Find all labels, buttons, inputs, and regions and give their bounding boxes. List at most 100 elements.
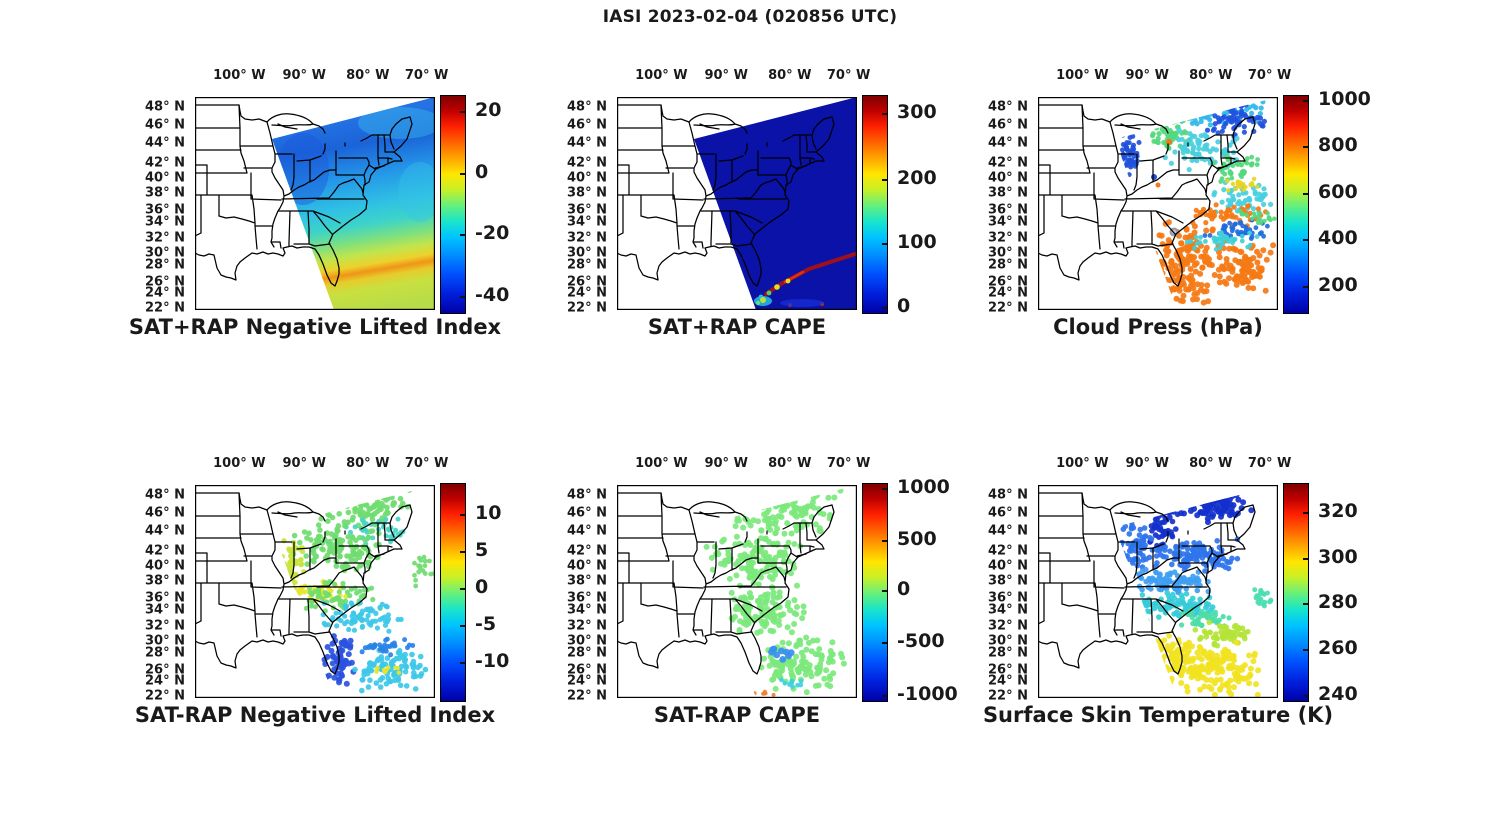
x-tick-label: 100° W [635, 68, 688, 83]
panel-cloud-press: 100° W 90° W 80° W 70° W 48° N 46° N 44° N 42°… [978, 60, 1378, 360]
y-tick-label: 36° N [988, 590, 1028, 606]
y-tick-label: 48° N [145, 99, 185, 115]
y-tick-label: 32° N [988, 230, 1028, 246]
x-axis-labels: 100° W 90° W 80° W 70° W [1038, 68, 1291, 86]
y-tick-label: 48° N [567, 487, 607, 503]
y-tick-label: 40° N [145, 558, 185, 574]
y-tick-label: 40° N [988, 558, 1028, 574]
panel-title: SAT-RAP CAPE [653, 703, 821, 727]
colorbar-tick-label: 500 [897, 528, 937, 551]
x-tick-label: 100° W [1056, 68, 1109, 83]
colorbar-tick-mark [460, 111, 465, 114]
y-tick-label: 42° N [567, 155, 607, 171]
map-plot [195, 97, 435, 310]
y-tick-label: 32° N [567, 618, 607, 634]
colorbar-tick-mark [460, 514, 465, 517]
y-tick-label: 42° N [567, 543, 607, 559]
y-axis-labels: 48° N 46° N 44° N 42° N 40° N 38° N 36° N 34° N… [135, 97, 187, 316]
y-tick-label: 36° N [145, 202, 185, 218]
colorbar-tick-label: 200 [1318, 273, 1358, 296]
panel-title: Surface Skin Temperature (K) [982, 703, 1334, 727]
colorbar-tick-mark [882, 488, 887, 491]
y-axis-labels: 48° N 46° N 44° N 42° N 40° N 38° N 36° N 34° N… [557, 97, 609, 316]
y-tick-label: 26° N [988, 662, 1028, 678]
y-tick-label: 46° N [145, 117, 185, 133]
y-tick-label: 36° N [567, 202, 607, 218]
x-tick-label: 80° W [346, 68, 390, 83]
y-tick-label: 36° N [988, 202, 1028, 218]
y-tick-label: 46° N [145, 505, 185, 521]
colorbar-tick-label: 300 [897, 101, 937, 124]
colorbar-tick-mark [882, 306, 887, 309]
y-tick-label: 40° N [988, 170, 1028, 186]
colorbar-tick-label: 5 [475, 539, 489, 562]
y-tick-label: 44° N [145, 523, 185, 539]
colorbar-tick-label: 100 [897, 230, 937, 253]
y-tick-label: 40° N [567, 170, 607, 186]
panel-sat-plus-rap-nli: 100° W 90° W 80° W 70° W 48° N 46° N 44° N 42°… [129, 60, 535, 360]
colorbar [1283, 483, 1309, 702]
x-tick-label: 100° W [1056, 456, 1109, 471]
panel-sat-minus-rap-nli: 100° W 90° W 80° W 70° W 48° N 46° N 44° N 42°… [135, 448, 535, 748]
y-tick-label: 44° N [145, 135, 185, 151]
y-tick-label: 32° N [988, 618, 1028, 634]
map-svg [1038, 485, 1278, 698]
y-tick-label: 30° N [145, 245, 185, 261]
panel-title: SAT+RAP CAPE [647, 315, 827, 339]
y-tick-label: 28° N [988, 645, 1028, 661]
colorbar-tick-mark [1303, 694, 1308, 697]
y-tick-label: 22° N [145, 688, 185, 704]
colorbar-tick-label: 800 [1318, 133, 1358, 156]
panel-title: SAT-RAP Negative Lifted Index [134, 703, 496, 727]
colorbar-tick-label: 20 [475, 99, 502, 122]
y-tick-label: 34° N [567, 602, 607, 618]
y-tick-label: 24° N [567, 285, 607, 301]
colorbar-tick-label: 260 [1318, 636, 1358, 659]
colorbar-tick-mark [460, 661, 465, 664]
x-tick-label: 80° W [1189, 68, 1233, 83]
y-tick-label: 46° N [567, 117, 607, 133]
x-axis-labels: 100° W 90° W 80° W 70° W [195, 456, 448, 474]
y-tick-label: 28° N [567, 257, 607, 273]
colorbar-tick-mark [882, 694, 887, 697]
x-tick-label: 80° W [768, 456, 812, 471]
colorbar-tick-label: 0 [897, 578, 911, 601]
x-tick-label: 100° W [213, 456, 266, 471]
colorbar-tick-label: -10 [475, 649, 510, 672]
colorbar-tick-mark [1303, 192, 1308, 195]
x-tick-label: 90° W [282, 68, 326, 83]
colorbar-tick-label: 0 [475, 576, 489, 599]
y-tick-label: 28° N [145, 257, 185, 273]
colorbar-tick-label: 0 [475, 161, 489, 183]
colorbar-tick-mark [882, 590, 887, 593]
colorbar [862, 483, 888, 702]
y-tick-label: 30° N [567, 245, 607, 261]
map-svg [195, 97, 435, 310]
colorbar-tick-mark [460, 625, 465, 628]
colorbar-tick-mark [1303, 557, 1308, 560]
colorbar-tick-mark [1303, 648, 1308, 651]
colorbar-tick-mark [460, 295, 465, 298]
x-axis-labels: 100° W 90° W 80° W 70° W [617, 456, 870, 474]
x-tick-label: 80° W [1189, 456, 1233, 471]
x-tick-label: 70° W [826, 456, 871, 471]
panel-surface-skin-temp: 100° W 90° W 80° W 70° W 48° N 46° N 44° N 42°… [978, 448, 1378, 748]
y-axis-labels: 48° N 46° N 44° N 42° N 40° N 38° N 36° N 34° N… [135, 485, 187, 704]
panel-title: Cloud Press (hPa) [1053, 315, 1263, 339]
y-tick-label: 46° N [988, 505, 1028, 521]
colorbar-tick-label: -40 [475, 283, 510, 306]
x-axis-labels: 100° W 90° W 80° W 70° W [1038, 456, 1291, 474]
y-tick-label: 44° N [567, 523, 607, 539]
colorbar-tick-mark [460, 233, 465, 236]
map-svg [195, 485, 435, 698]
x-axis-labels: 100° W 90° W 80° W 70° W [617, 68, 870, 86]
colorbar [440, 95, 466, 314]
y-tick-label: 30° N [567, 633, 607, 649]
colorbar-tick-label: 300 [1318, 545, 1358, 568]
colorbar-tick-mark [1303, 512, 1308, 515]
panel-title: SAT+RAP Negative Lifted Index [128, 315, 502, 339]
colorbar-tick-mark [882, 178, 887, 181]
y-tick-label: 26° N [145, 274, 185, 290]
colorbar-tick-mark [882, 113, 887, 116]
colorbar [1283, 95, 1309, 314]
